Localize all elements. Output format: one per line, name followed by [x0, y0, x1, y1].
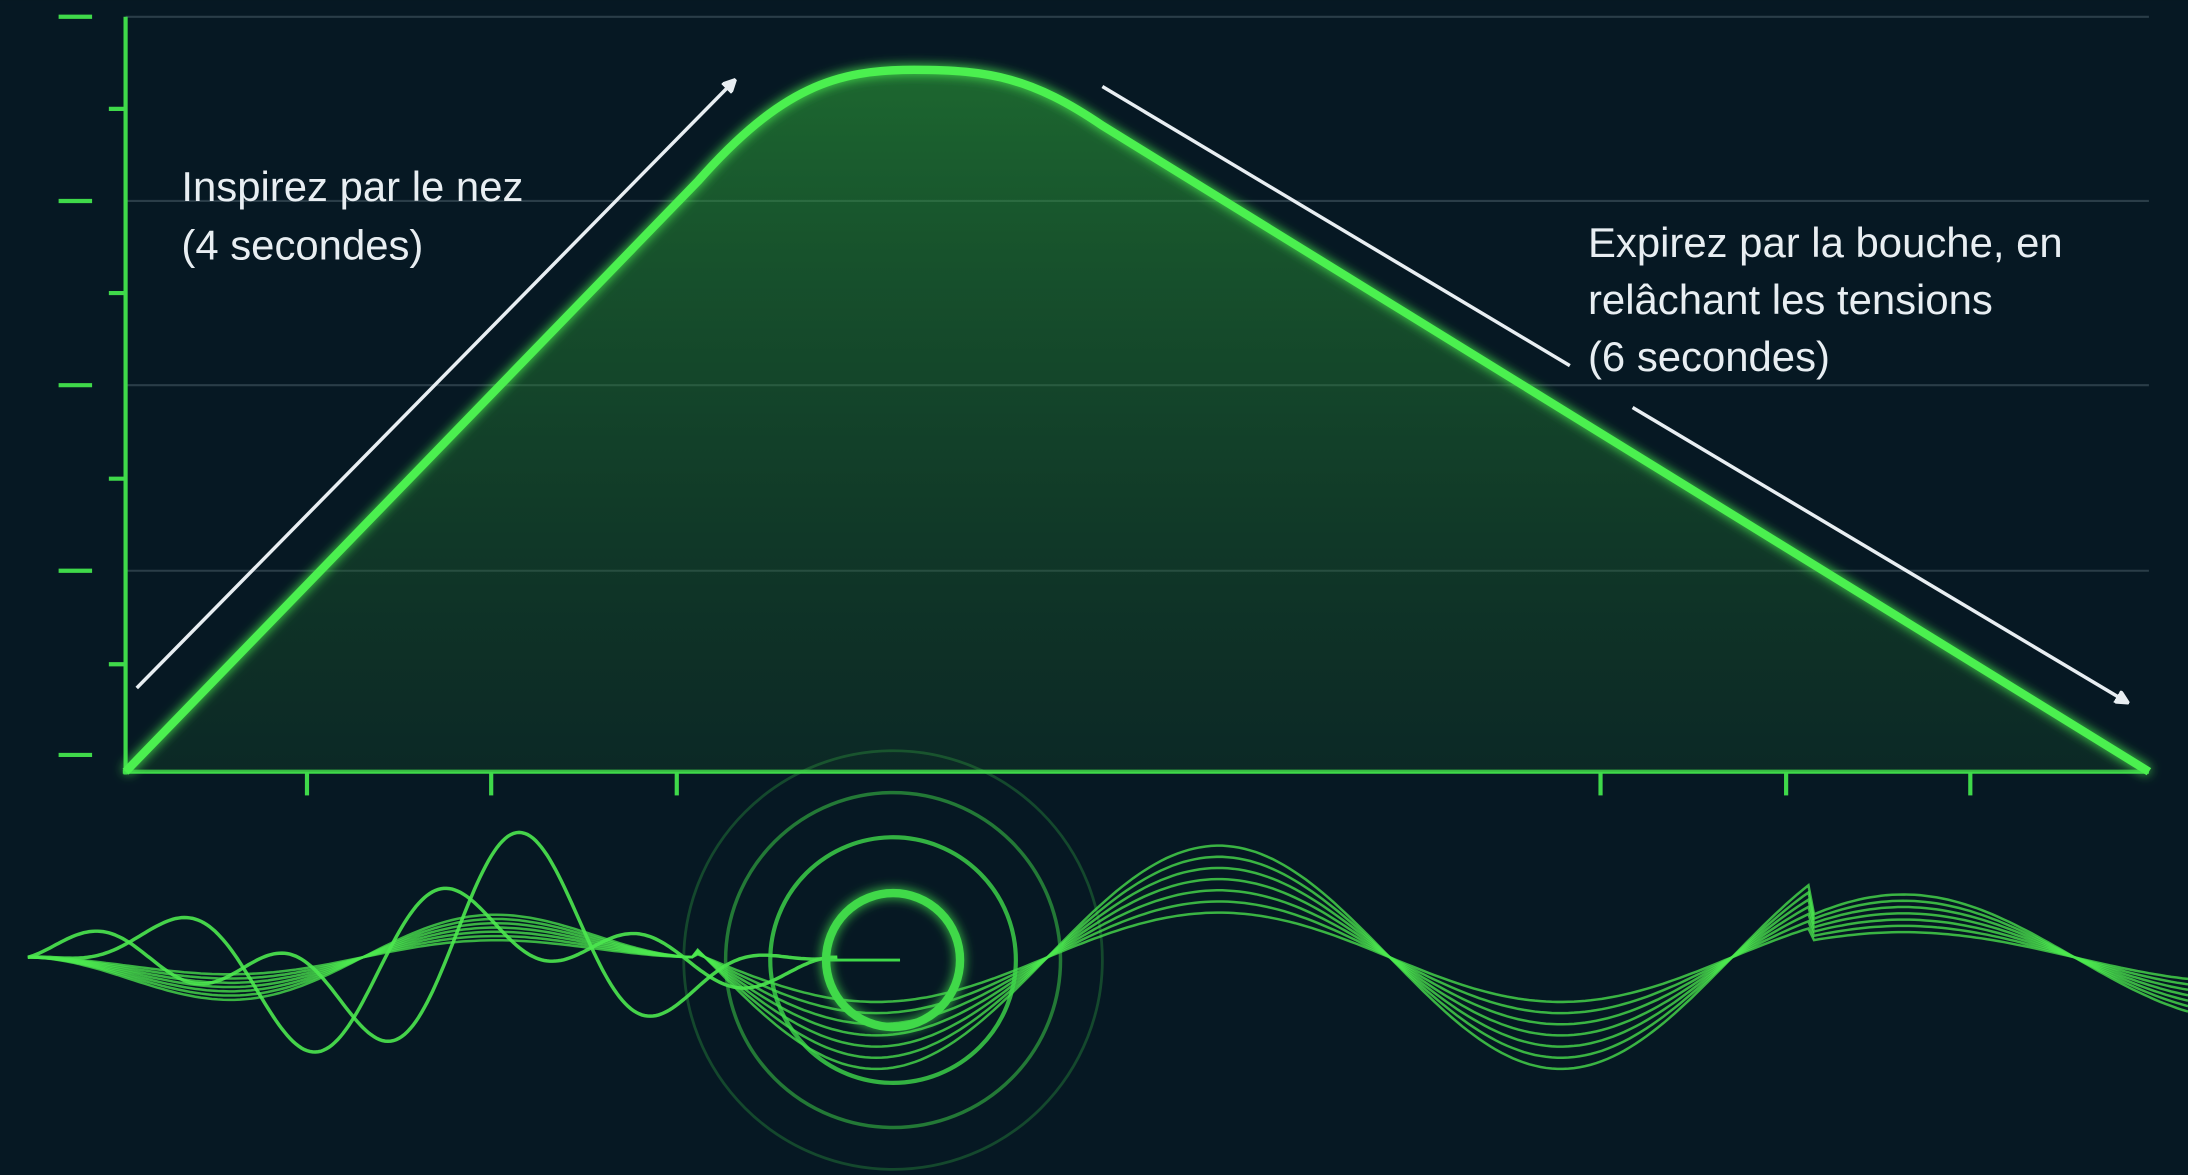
wave	[27, 844, 2188, 1071]
annotation-line: Expirez par la bouche, en	[1588, 219, 2063, 266]
breath-area	[125, 69, 2149, 772]
waveforms	[27, 830, 2188, 1071]
annotation-line: (4 secondes)	[181, 222, 423, 269]
exhale-arrow	[1631, 405, 2127, 701]
ripple	[768, 835, 1018, 1085]
annotation-line: relâchant les tensions	[1588, 276, 1993, 323]
ripple	[682, 749, 1104, 1171]
exhale-arrow-start	[1101, 85, 1571, 368]
arrows	[135, 81, 2127, 702]
annotation-line: (6 secondes)	[1588, 333, 1830, 380]
ripples	[682, 749, 1104, 1171]
annotation-line: Inspirez par le nez	[181, 163, 523, 210]
wave	[27, 830, 838, 1044]
wave	[27, 886, 838, 1054]
ripple	[723, 790, 1063, 1130]
inhale-arrow	[135, 81, 734, 690]
breath-curve	[122, 65, 2152, 776]
